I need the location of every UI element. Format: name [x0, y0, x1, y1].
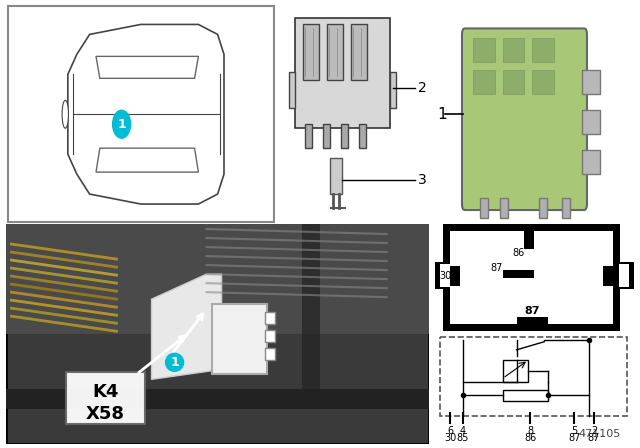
Bar — [330, 158, 342, 194]
Bar — [440, 336, 627, 416]
Bar — [305, 124, 312, 148]
Text: 87: 87 — [588, 433, 600, 444]
Ellipse shape — [62, 100, 68, 128]
Bar — [289, 72, 295, 108]
Bar — [359, 124, 366, 148]
Bar — [295, 18, 390, 128]
Bar — [212, 304, 267, 375]
Bar — [351, 25, 367, 80]
Circle shape — [166, 353, 184, 371]
Text: 3: 3 — [418, 173, 427, 187]
Text: 86: 86 — [513, 248, 525, 258]
Text: 30: 30 — [444, 433, 456, 444]
Text: 471105: 471105 — [579, 429, 621, 439]
Bar — [480, 198, 488, 218]
Bar — [6, 389, 429, 409]
Text: 87: 87 — [490, 263, 503, 273]
Bar — [473, 39, 495, 62]
Bar — [582, 110, 600, 134]
Bar — [619, 262, 634, 289]
Bar — [502, 360, 529, 383]
Bar — [450, 266, 460, 285]
Bar — [582, 70, 600, 94]
Bar — [540, 198, 547, 218]
Bar — [473, 70, 495, 94]
Bar — [265, 348, 275, 360]
Text: 87: 87 — [568, 433, 580, 444]
Circle shape — [113, 110, 131, 138]
Text: 4: 4 — [460, 426, 466, 436]
Bar — [265, 330, 275, 342]
Bar — [435, 262, 450, 289]
Text: 6: 6 — [447, 426, 453, 436]
Bar — [323, 124, 330, 148]
Bar — [303, 25, 319, 80]
Polygon shape — [152, 274, 221, 379]
Text: 1: 1 — [170, 356, 179, 369]
Bar — [301, 224, 320, 389]
Bar — [443, 224, 620, 331]
Polygon shape — [68, 25, 224, 204]
Bar — [502, 70, 525, 94]
Bar — [67, 372, 145, 424]
Bar — [562, 198, 570, 218]
Bar — [582, 150, 600, 174]
Bar — [450, 231, 612, 324]
Bar — [525, 231, 534, 249]
Bar — [502, 390, 548, 401]
Bar — [6, 224, 429, 334]
Text: 2: 2 — [591, 426, 597, 436]
Text: 85: 85 — [457, 433, 469, 444]
Polygon shape — [96, 56, 198, 78]
Text: 2: 2 — [418, 81, 427, 95]
Text: 5: 5 — [571, 426, 577, 436]
Bar — [265, 312, 275, 324]
Text: 8: 8 — [527, 426, 534, 436]
Bar — [327, 25, 343, 80]
Polygon shape — [96, 148, 198, 172]
Text: 1: 1 — [437, 107, 447, 122]
Bar — [500, 198, 508, 218]
Text: 86: 86 — [524, 433, 536, 444]
FancyBboxPatch shape — [462, 28, 587, 210]
Text: K4: K4 — [92, 383, 118, 401]
Bar — [532, 70, 554, 94]
Text: 85: 85 — [605, 271, 618, 281]
Bar — [532, 39, 554, 62]
Text: 87: 87 — [525, 306, 540, 316]
Bar — [502, 39, 525, 62]
Bar — [502, 270, 534, 278]
Bar — [619, 264, 628, 288]
Bar — [390, 72, 396, 108]
Bar — [516, 317, 548, 324]
Text: 30: 30 — [439, 271, 451, 281]
Text: X58: X58 — [86, 405, 125, 423]
Text: 1: 1 — [117, 118, 126, 131]
Bar — [341, 124, 348, 148]
Bar — [603, 266, 612, 285]
Bar — [440, 264, 450, 288]
